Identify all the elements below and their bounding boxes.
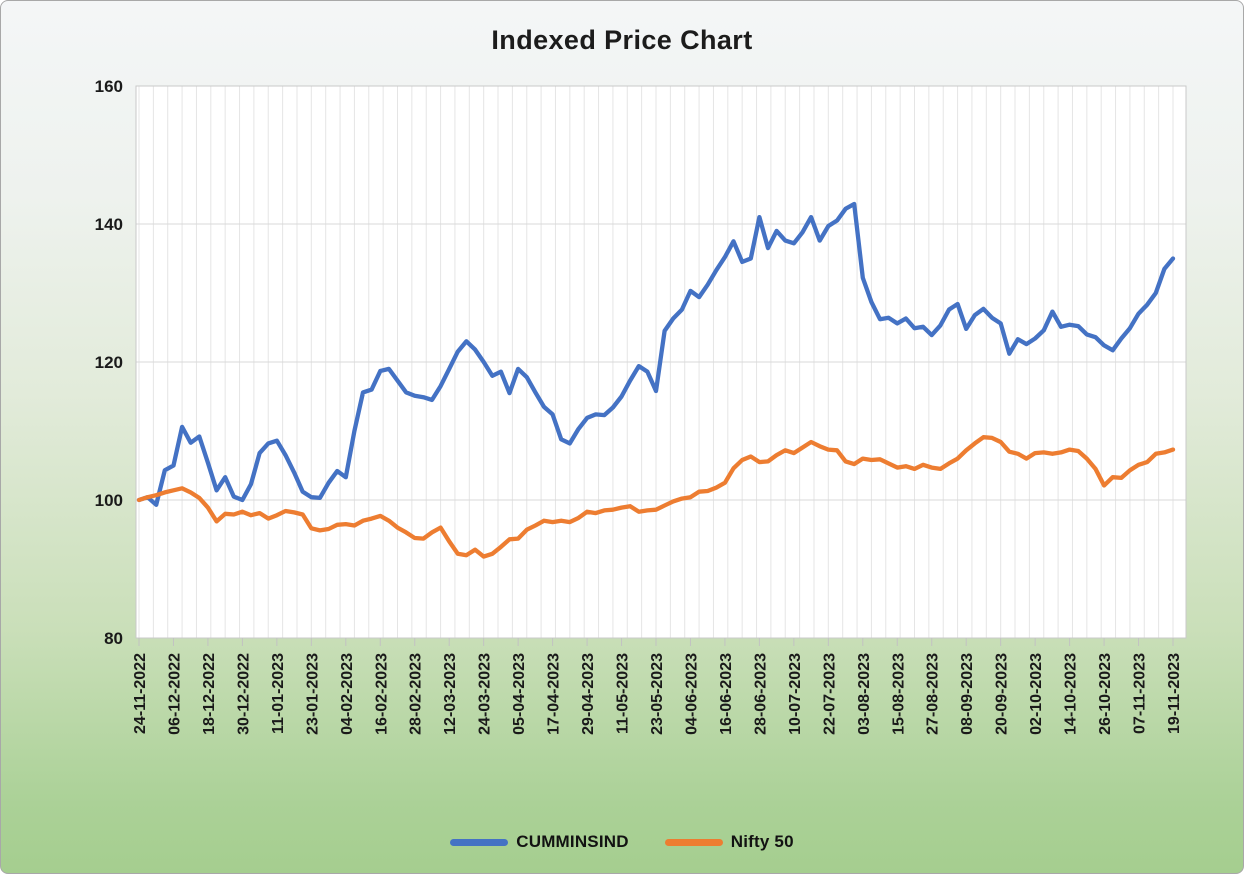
x-axis-label: 07-11-2023 xyxy=(1132,653,1149,734)
y-axis-label: 80 xyxy=(104,629,123,648)
legend-label: Nifty 50 xyxy=(730,832,794,851)
y-axis-label: 160 xyxy=(95,77,123,96)
x-axis-label: 04-06-2023 xyxy=(683,653,700,735)
legend-label: CUMMINSIND xyxy=(516,832,629,851)
x-axis-label: 19-11-2023 xyxy=(1166,653,1183,734)
x-axis-label: 08-09-2023 xyxy=(959,653,976,735)
x-axis-label: 23-01-2023 xyxy=(304,653,321,735)
x-axis-label: 12-03-2023 xyxy=(442,653,459,735)
x-axis-label: 28-02-2023 xyxy=(408,653,425,735)
series-line-cumminsind xyxy=(136,201,1176,507)
x-axis-label: 16-06-2023 xyxy=(718,653,735,735)
x-axis-label: 20-09-2023 xyxy=(994,653,1011,735)
x-axis-label: 28-06-2023 xyxy=(752,653,769,735)
x-axis-label: 04-02-2023 xyxy=(339,653,356,735)
x-axis-label: 24-03-2023 xyxy=(477,653,494,735)
x-axis-label: 27-08-2023 xyxy=(925,653,942,735)
legend-item-nifty50: Nifty 50 xyxy=(664,832,794,852)
x-axis-label: 24-11-2022 xyxy=(132,653,149,734)
x-axis-label: 06-12-2022 xyxy=(166,653,183,735)
x-axis-label: 26-10-2023 xyxy=(1097,653,1114,735)
y-axis-label: 120 xyxy=(95,353,123,372)
series-line-nifty50 xyxy=(136,435,1176,559)
legend-item-cumminsind: CUMMINSIND xyxy=(450,832,629,852)
legend-line-swatch xyxy=(664,838,723,846)
legend-line-swatch xyxy=(450,838,509,846)
x-axis-label: 30-12-2022 xyxy=(235,653,252,735)
x-axis-label: 29-04-2023 xyxy=(580,653,597,735)
x-axis-label: 22-07-2023 xyxy=(821,653,838,735)
x-axis-label: 18-12-2022 xyxy=(201,653,218,735)
x-axis-label: 16-02-2023 xyxy=(373,653,390,735)
chart-title: Indexed Price Chart xyxy=(491,25,753,55)
y-axis-label: 140 xyxy=(95,215,123,234)
x-axis-label: 14-10-2023 xyxy=(1063,653,1080,735)
x-axis-label: 15-08-2023 xyxy=(890,653,907,735)
x-axis-label: 03-08-2023 xyxy=(856,653,873,735)
x-axis-label: 23-05-2023 xyxy=(649,653,666,735)
plot-border xyxy=(135,85,1187,639)
x-axis-label: 17-04-2023 xyxy=(546,653,563,735)
x-axis-label: 02-10-2023 xyxy=(1028,653,1045,735)
x-axis-label: 10-07-2023 xyxy=(787,653,804,735)
y-axis-label: 100 xyxy=(95,491,123,510)
x-axis-label: 11-05-2023 xyxy=(615,653,632,734)
chart-legend: CUMMINSIND Nifty 50 xyxy=(1,828,1243,856)
x-axis-label: 05-04-2023 xyxy=(511,653,528,735)
x-axis-label: 11-01-2023 xyxy=(270,653,287,734)
